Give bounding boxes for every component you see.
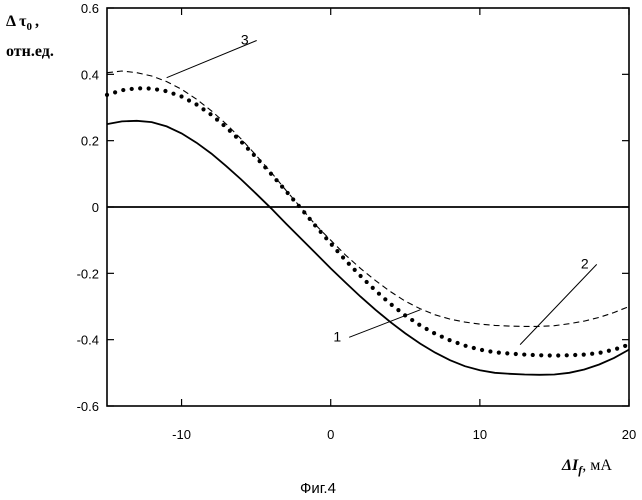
svg-text:Δ τ0,: Δ τ0,: [6, 13, 39, 33]
x-axis-title: ΔIf, мА: [561, 457, 612, 477]
x-tick-label: 20: [622, 427, 636, 442]
y-tick-label: 0.2: [81, 134, 99, 149]
y-tick-label: 0: [92, 200, 99, 215]
series-2-point: [548, 353, 552, 357]
series-2-point: [488, 349, 492, 353]
series-2-point: [480, 348, 484, 352]
series-2-point: [539, 353, 543, 357]
y-tick-label: -0.6: [77, 399, 99, 414]
series-2-point: [179, 94, 183, 98]
figure-caption: Фиг.4: [300, 480, 336, 497]
x-axis: -10 0 10 20: [172, 8, 636, 442]
series-2-point: [514, 352, 518, 356]
series-2-point: [599, 351, 603, 355]
series-2-point: [347, 262, 351, 266]
series-2-point: [410, 318, 414, 322]
series-2-point: [615, 347, 619, 351]
series-2-point: [147, 86, 151, 90]
series-2-point: [497, 351, 501, 355]
y-tick-label: -0.4: [77, 333, 99, 348]
series-1: [107, 121, 629, 375]
series-2-point: [371, 286, 375, 290]
y-tick-label: -0.2: [77, 266, 99, 281]
x-tick-label: 10: [473, 427, 487, 442]
series-1-line: [107, 121, 629, 375]
x-tick-label: 0: [327, 427, 334, 442]
series-2-point: [335, 249, 339, 253]
series-2-point: [353, 268, 357, 272]
series-2-point: [590, 352, 594, 356]
series-2-point: [194, 102, 198, 106]
y-axis-title-subscript: 0: [27, 21, 33, 33]
series-2-point: [155, 87, 159, 91]
series-2-point: [365, 280, 369, 284]
series-2-point: [396, 308, 400, 312]
series-3: [107, 71, 629, 326]
series-2-point: [565, 353, 569, 357]
curve-3-label: 3: [241, 31, 249, 47]
series-2-point: [607, 349, 611, 353]
series-2-point: [208, 112, 212, 116]
series-2-point: [201, 107, 205, 111]
series-2-point: [432, 331, 436, 335]
series-2-point: [215, 117, 219, 121]
y-tick-label: 0.4: [81, 67, 99, 82]
series-3-line: [107, 71, 629, 326]
series-2-point: [286, 191, 290, 195]
chart: 0.60.40.20-0.2-0.4-0.6 -1001020 123 Δ τ0…: [0, 0, 642, 500]
series-2-point: [324, 236, 328, 240]
y-axis-title: Δ τ0, отн.ед.: [6, 13, 54, 60]
x-axis-title-unit: , мА: [582, 457, 612, 474]
curve-2-leader: [520, 264, 597, 344]
series-2: [105, 86, 627, 357]
series-2-point: [163, 89, 167, 93]
curve-2-label: 2: [581, 255, 589, 271]
svg-text:ΔIf, мА: ΔIf, мА: [561, 457, 612, 477]
series-2-point: [440, 335, 444, 339]
series-2-point: [573, 353, 577, 357]
curve-1-label: 1: [333, 328, 341, 344]
y-axis-title-comma: ,: [35, 13, 39, 30]
series-2-point: [582, 353, 586, 357]
series-2-point: [472, 346, 476, 350]
y-axis-title-unit: отн.ед.: [6, 43, 54, 60]
series-2-point: [341, 255, 345, 259]
series-2-point: [358, 274, 362, 278]
series-2-point: [531, 353, 535, 357]
series-2-point: [121, 88, 125, 92]
series-2-point: [113, 90, 117, 94]
series-2-point: [522, 352, 526, 356]
series-2-point: [463, 344, 467, 348]
y-tick-label: 0.6: [81, 1, 99, 16]
series-2-point: [246, 147, 250, 151]
series-2-point: [130, 87, 134, 91]
series-2-point: [425, 327, 429, 331]
series-2-point: [319, 230, 323, 234]
series-2-point: [623, 344, 627, 348]
curve-1-leader: [349, 310, 420, 338]
series-2-point: [455, 341, 459, 345]
series-2-point: [377, 292, 381, 296]
series-layer: [105, 71, 629, 375]
series-2-point: [447, 338, 451, 342]
series-2-point: [138, 86, 142, 90]
series-2-point: [105, 93, 109, 97]
series-2-point: [556, 353, 560, 357]
annotation-layer: 1 2 3: [167, 31, 597, 344]
y-axis-title-symbol: Δ τ: [6, 13, 27, 30]
series-2-point: [240, 140, 244, 144]
series-2-point: [187, 98, 191, 102]
series-2-point: [417, 323, 421, 327]
series-2-point: [171, 92, 175, 96]
series-2-point: [390, 303, 394, 307]
x-axis-title-symbol: ΔI: [561, 457, 579, 474]
series-2-point: [505, 351, 509, 355]
series-2-point: [383, 297, 387, 301]
x-tick-label: -10: [172, 427, 191, 442]
